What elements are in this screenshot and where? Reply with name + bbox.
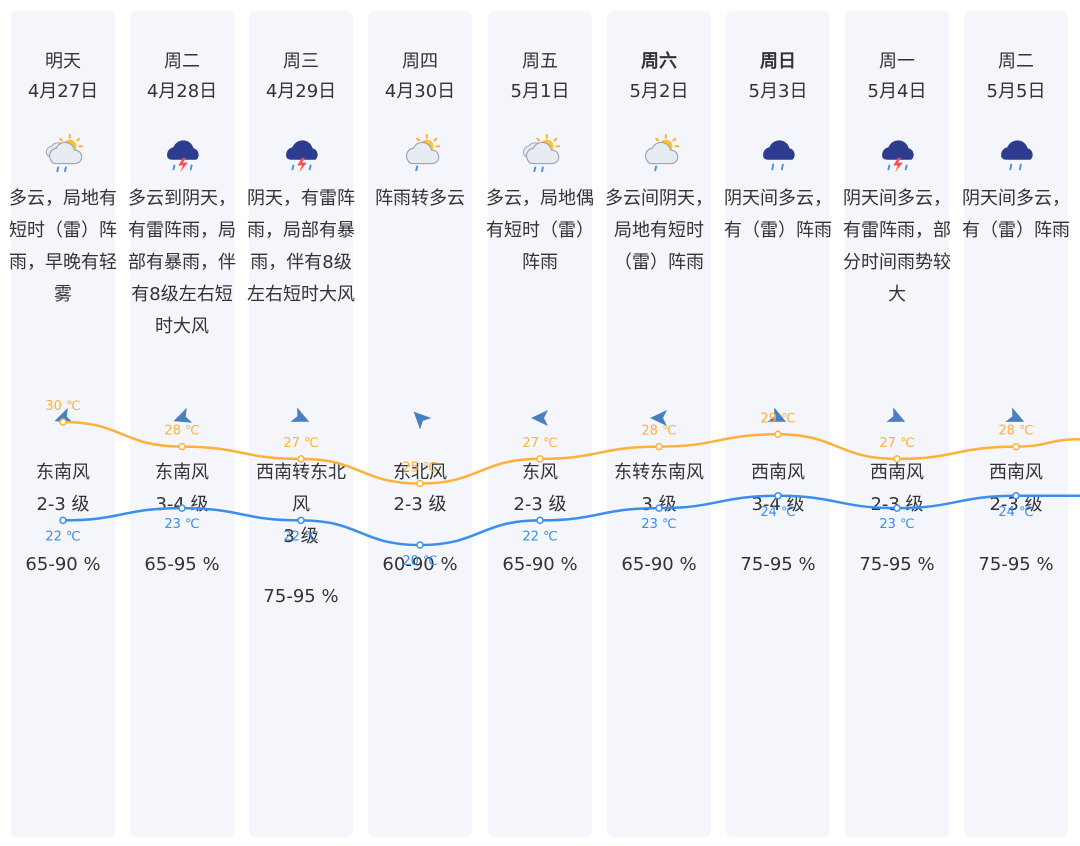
wind-level-label: 2-3 级 [989, 494, 1043, 515]
day-label: 周四 [402, 51, 438, 72]
date-label: 5月4日 [867, 81, 927, 102]
thunderstorm-icon [882, 140, 914, 173]
wind-level-label: 2-3 级 [393, 494, 447, 515]
wind-direction-icon [767, 407, 787, 422]
wind-direction-label: 东南风 [155, 462, 209, 483]
weather-description: 阴天间多云，有雷阵雨，部分时间雨势较大 [843, 188, 951, 305]
day-label: 明天 [45, 51, 81, 72]
wind-level-label: 2-3 级 [36, 494, 90, 515]
forecast-day-column[interactable]: 周五 5月1日多云，局地偶有短时（雷）阵雨东风 2-3 级 65-90 % [486, 11, 594, 837]
date-label: 4月30日 [384, 81, 456, 102]
wind-level-label: 3 级 [283, 526, 319, 547]
forecast-day-column[interactable]: 周一 5月4日阴天间多云，有雷阵雨，部分时间雨势较大西南风 2-3 级 75-95 % [843, 11, 951, 837]
weather-description: 多云间阴天，局地有短时（雷）阵雨 [605, 188, 713, 273]
humidity-label: 65-90 % [25, 554, 101, 575]
wind-direction-label: 西南风 [870, 462, 924, 483]
wind-level-label: 3-4 级 [751, 494, 805, 515]
wind-level-label: 3 级 [641, 494, 677, 515]
wind-direction-icon [1005, 407, 1025, 422]
forecast-day-column[interactable]: 明天 4月27日多云，局地有短时（雷）阵雨，早晚有轻雾东南风 2-3 级 65-90 … [9, 11, 117, 837]
forecast-day-column[interactable]: 周二 4月28日多云到阴天，有雷阵雨，局部有暴雨，伴有8级左右短时大风东南风 3-4… [128, 11, 236, 837]
forecast-day-column[interactable]: 周六 5月2日多云间阴天，局地有短时（雷）阵雨东转东南风 3 级 65-90 % [605, 11, 713, 837]
wind-direction-icon [173, 407, 193, 423]
day-label: 周六 [641, 51, 677, 72]
humidity-label: 65-90 % [502, 554, 578, 575]
thunderstorm-icon [167, 140, 199, 173]
humidity-label: 75-95 % [263, 586, 339, 607]
forecast-day-column[interactable]: 周日 5月3日阴天间多云，有（雷）阵雨西南风 3-4 级 75-95 % [724, 11, 832, 837]
wind-level-label: 2-3 级 [513, 494, 567, 515]
wind-level-label: 3-4 级 [155, 494, 209, 515]
date-label: 4月29日 [265, 81, 337, 102]
humidity-label: 60-90 % [382, 554, 458, 575]
day-label: 周二 [998, 51, 1034, 72]
date-label: 4月27日 [27, 81, 99, 102]
wind-direction-label: 西南转东北风 [256, 462, 346, 515]
weather-description: 多云，局地偶有短时（雷）阵雨 [486, 188, 594, 273]
thunderstorm-icon [286, 140, 318, 173]
weather-description: 多云，局地有短时（雷）阵雨，早晚有轻雾 [9, 188, 117, 305]
wind-direction-label: 东风 [522, 462, 558, 483]
date-label: 5月5日 [986, 81, 1046, 102]
weather-description: 阴天，有雷阵雨，局部有暴雨，伴有8级左右短时大风 [247, 188, 355, 305]
partly-cloudy-rain-icon [522, 133, 561, 173]
day-label: 周二 [164, 51, 200, 72]
day-label: 周一 [879, 51, 915, 72]
date-label: 5月3日 [748, 81, 808, 102]
date-label: 5月1日 [510, 81, 570, 102]
humidity-label: 75-95 % [978, 554, 1054, 575]
date-label: 4月28日 [146, 81, 218, 102]
day-label: 周五 [522, 51, 558, 72]
wind-direction-label: 西南风 [751, 462, 805, 483]
weather-description: 阴天间多云，有（雷）阵雨 [962, 188, 1070, 241]
date-label: 5月2日 [629, 81, 689, 102]
weather-description: 多云到阴天，有雷阵雨，局部有暴雨，伴有8级左右短时大风 [128, 188, 236, 337]
wind-direction-icon [650, 410, 667, 426]
wind-level-label: 2-3 级 [870, 494, 924, 515]
wind-direction-label: 西南风 [989, 462, 1043, 483]
wind-direction-icon [54, 407, 74, 423]
weather-description: 阴天间多云，有（雷）阵雨 [724, 188, 832, 241]
humidity-label: 75-95 % [740, 554, 816, 575]
cloudy-sun-rain-icon [644, 133, 680, 172]
cloudy-sun-rain-icon [405, 133, 441, 172]
wind-direction-icon [531, 410, 548, 426]
forecast-day-column[interactable]: 周四 4月30日阵雨转多云东北风 2-3 级 60-90 % [368, 11, 472, 837]
humidity-label: 65-90 % [621, 554, 697, 575]
day-label: 周三 [283, 51, 319, 72]
weather-description: 阵雨转多云 [375, 188, 465, 209]
wind-direction-icon [886, 407, 906, 422]
partly-cloudy-rain-icon [45, 133, 84, 173]
forecast-day-column[interactable]: 周三 4月29日阴天，有雷阵雨，局部有暴雨，伴有8级左右短时大风西南转东北风 3 级… [247, 11, 355, 837]
humidity-label: 75-95 % [859, 554, 935, 575]
wind-direction-label: 东北风 [393, 462, 447, 483]
humidity-label: 65-95 % [144, 554, 220, 575]
wind-direction-label: 东南风 [36, 462, 90, 483]
rain-cloud-icon [763, 140, 795, 171]
forecast-day-column[interactable]: 周二 5月5日阴天间多云，有（雷）阵雨西南风 2-3 级 75-95 % [962, 11, 1070, 837]
day-label: 周日 [760, 51, 796, 72]
wind-direction-icon [413, 411, 432, 430]
wind-direction-icon [290, 407, 310, 422]
wind-direction-label: 东转东南风 [614, 462, 704, 483]
rain-cloud-icon [1001, 140, 1033, 171]
